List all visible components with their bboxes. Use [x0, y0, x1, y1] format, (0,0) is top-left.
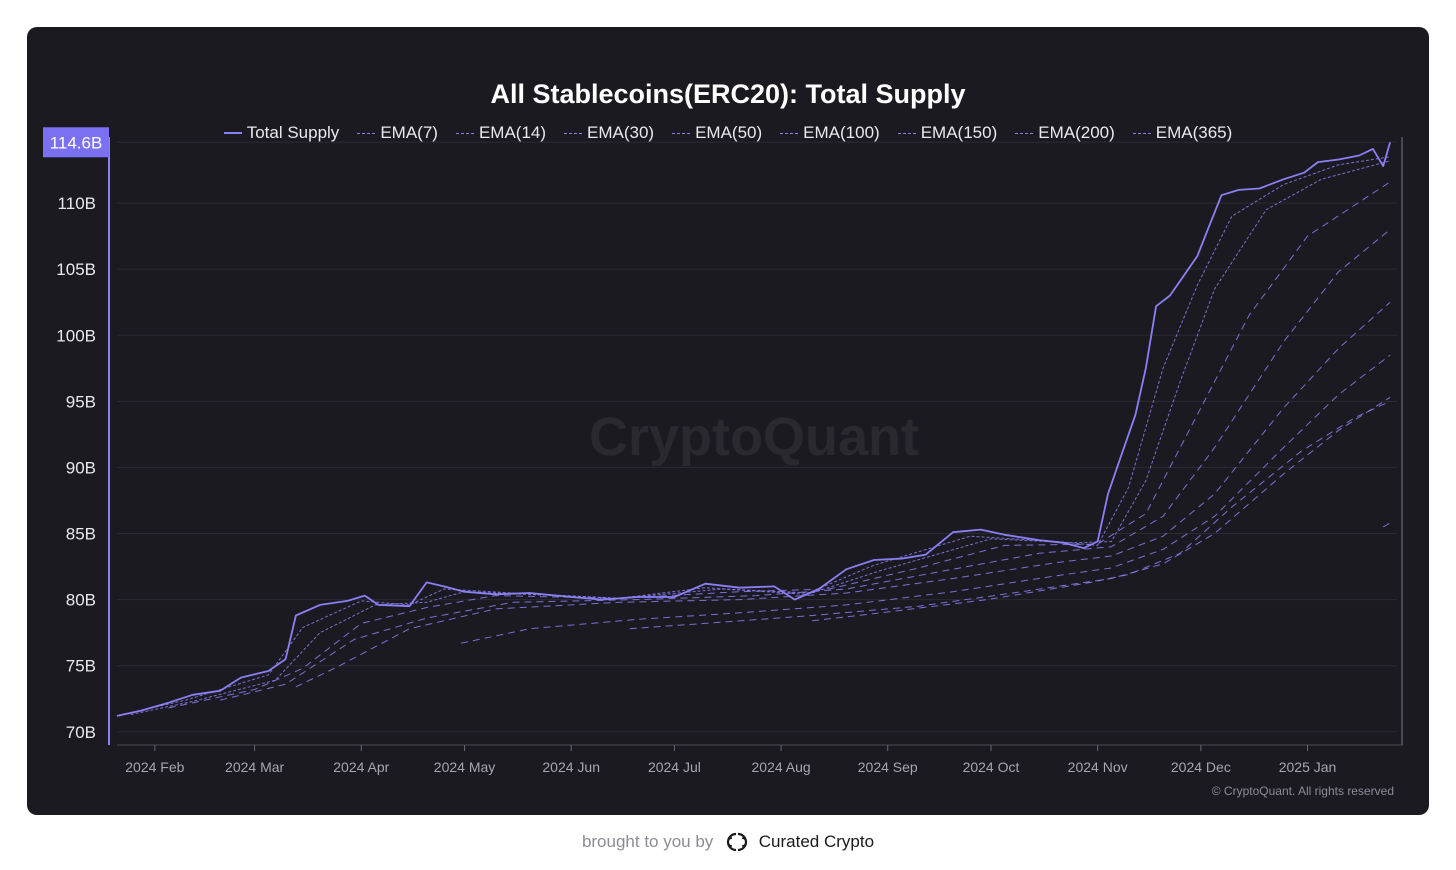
series-line-ema-14: [130, 160, 1391, 716]
footer-credit: brought to you by Curated Crypto: [0, 832, 1456, 852]
y-tick-label: 85B: [66, 525, 96, 544]
current-value-label: 114.6B: [50, 133, 103, 152]
series-line-ema-150: [460, 354, 1391, 644]
x-tick-label: 2024 Jul: [648, 759, 701, 775]
x-tick-label: 2024 Aug: [752, 759, 811, 775]
legend-label: Total Supply: [246, 123, 340, 142]
y-tick-label: 75B: [66, 657, 96, 676]
legend-item[interactable]: EMA(14): [455, 123, 547, 143]
legend-swatch: [1015, 132, 1034, 134]
current-value-badge: [43, 127, 109, 158]
x-tick-label: 2024 Oct: [963, 759, 1020, 775]
legend-label: EMA(14): [478, 123, 547, 142]
legend-label: EMA(100): [803, 123, 880, 142]
legend-swatch: [1132, 132, 1151, 134]
y-tick-label: 90B: [66, 458, 96, 477]
x-tick-label: 2024 Apr: [333, 759, 389, 775]
legend-item[interactable]: EMA(365): [1132, 123, 1233, 143]
footer-brand: Curated Crypto: [758, 832, 875, 851]
series-line-ema-7: [116, 156, 1391, 717]
cc-logo-icon: [727, 832, 748, 852]
y-tick-label: 105B: [56, 260, 96, 279]
y-tick-label: 95B: [66, 392, 96, 411]
x-tick-label: 2024 Sep: [858, 759, 918, 775]
series-line-ema-30: [168, 181, 1391, 709]
legend-label: EMA(365): [1155, 123, 1233, 142]
legend-swatch: [780, 132, 799, 134]
legend-swatch: [672, 132, 691, 134]
legend-swatch: [357, 132, 376, 134]
legend-label: EMA(50): [695, 123, 763, 142]
footer-prefix: brought to you by: [581, 832, 714, 851]
legend-item[interactable]: Total Supply: [223, 123, 340, 143]
x-tick-label: 2024 Jun: [542, 759, 600, 775]
legend-item[interactable]: EMA(150): [897, 123, 998, 143]
series-line-ema-100: [295, 301, 1391, 688]
legend-item[interactable]: EMA(50): [672, 123, 762, 143]
chart-title: All Stablecoins(ERC20): Total Supply: [490, 79, 966, 109]
series-line-ema-50: [220, 229, 1391, 701]
y-tick-label: 70B: [66, 723, 96, 742]
legend-label: EMA(150): [920, 123, 998, 142]
legend-swatch: [223, 132, 242, 134]
x-tick-label: 2025 Jan: [1279, 759, 1337, 775]
y-tick-label: 100B: [56, 326, 96, 345]
y-tick-label: 110B: [58, 194, 96, 213]
x-tick-label: 2024 May: [434, 759, 495, 775]
chart-plot: CryptoQuant 70B 75B 80B 85B 90B 95B 100B 105B 110…: [43, 127, 1403, 798]
x-tick-label: 2024 Feb: [125, 759, 184, 775]
chart-card: All Stablecoins(ERC20): Total Supply Tot…: [27, 27, 1429, 815]
legend-item[interactable]: EMA(30): [564, 123, 654, 143]
legend-swatch: [564, 132, 583, 134]
x-tick-label: 2024 Nov: [1068, 759, 1128, 775]
chart-legend: Total Supply EMA(7) EMA(14) EMA(30) EMA(50) E…: [27, 123, 1429, 143]
series-line-total-supply: [116, 142, 1391, 717]
watermark: CryptoQuant: [589, 407, 919, 467]
x-tick-label: 2024 Dec: [1171, 759, 1231, 775]
x-tick-label: 2024 Mar: [225, 759, 284, 775]
legend-item[interactable]: EMA(100): [780, 123, 880, 143]
legend-item[interactable]: EMA(200): [1015, 123, 1115, 143]
legend-label: EMA(200): [1038, 123, 1115, 142]
legend-item[interactable]: EMA(7): [357, 123, 438, 143]
legend-swatch: [897, 132, 916, 134]
series-line-ema-150-tail: [812, 400, 1391, 622]
y-tick-label: 80B: [66, 591, 96, 610]
legend-label: EMA(30): [587, 123, 655, 142]
legend-label: EMA(7): [380, 123, 438, 142]
copyright-text: © CryptoQuant. All rights reserved: [1212, 784, 1394, 798]
legend-swatch: [455, 132, 474, 134]
series-line-ema-365: [1382, 522, 1391, 528]
